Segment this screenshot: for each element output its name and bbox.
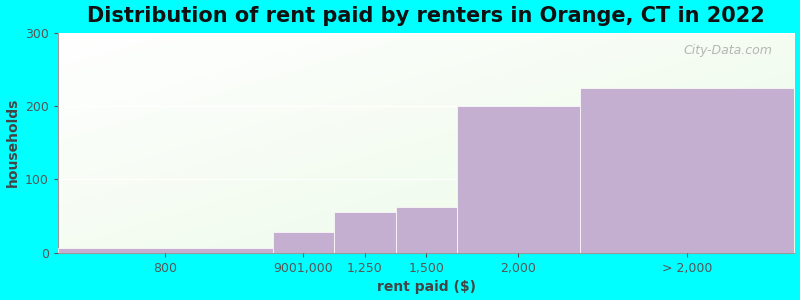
Bar [457,106,580,253]
X-axis label: rent paid ($): rent paid ($) [377,280,476,294]
Bar [334,212,395,253]
Title: Distribution of rent paid by renters in Orange, CT in 2022: Distribution of rent paid by renters in … [87,6,765,26]
Bar [273,232,334,253]
Bar [58,248,273,253]
Bar [395,207,457,253]
Bar [580,88,794,253]
Text: City-Data.com: City-Data.com [683,44,772,57]
Y-axis label: households: households [6,98,19,188]
